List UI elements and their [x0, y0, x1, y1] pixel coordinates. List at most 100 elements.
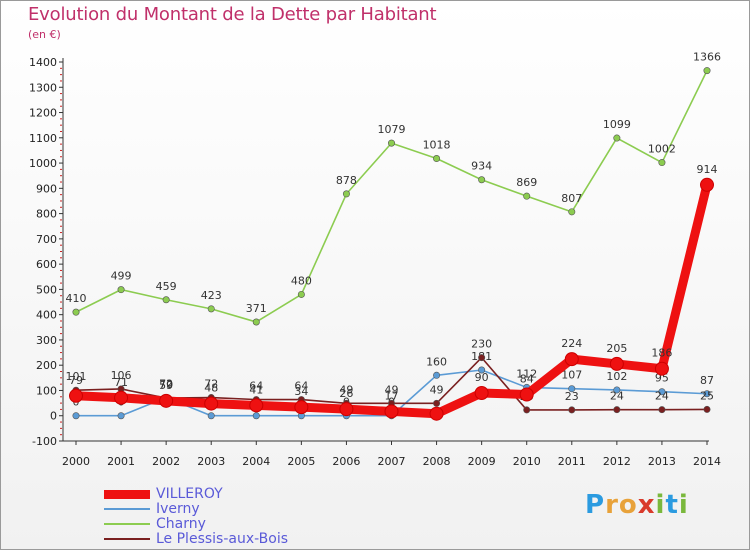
legend-label-charny: Charny [156, 516, 206, 532]
data-label: 41 [249, 383, 263, 396]
data-label: 24 [610, 390, 624, 403]
data-point [568, 406, 576, 414]
x-tick-label: 2010 [513, 455, 541, 468]
data-point [654, 361, 669, 376]
data-label: 72 [159, 378, 173, 391]
chart-subtitle: (en €) [28, 28, 61, 41]
data-point [613, 406, 621, 414]
data-label: 59 [159, 379, 173, 392]
data-point [294, 400, 309, 415]
legend-label-iverny: Iverny [156, 501, 200, 517]
data-point [117, 286, 125, 294]
data-point [523, 192, 531, 200]
logo-letter: i [655, 490, 666, 520]
data-label: 23 [565, 390, 579, 403]
data-point [523, 406, 531, 414]
data-point [478, 354, 486, 362]
y-tick-label: 200 [36, 359, 57, 372]
data-label: 64 [294, 380, 308, 393]
y-tick-label: 1000 [29, 157, 57, 170]
data-point [568, 385, 576, 393]
y-tick-label: 1400 [29, 56, 57, 69]
data-label: 371 [246, 302, 267, 315]
y-tick-label: 800 [36, 208, 57, 221]
x-tick-label: 2002 [152, 455, 180, 468]
data-label: 34 [294, 385, 308, 398]
data-point [474, 385, 489, 400]
data-point [72, 308, 80, 316]
data-label: 49 [339, 383, 353, 396]
y-tick-label: 300 [36, 334, 57, 347]
data-label: 84 [520, 373, 534, 386]
data-point [519, 387, 534, 402]
data-point [384, 404, 399, 419]
data-point [342, 190, 350, 198]
logo-letter: P [585, 490, 606, 520]
data-label: 49 [385, 383, 399, 396]
y-tick-label: 100 [36, 384, 57, 397]
data-label: 499 [111, 270, 132, 283]
data-label: 205 [606, 342, 627, 355]
data-point [703, 390, 711, 398]
data-point [162, 296, 170, 304]
logo-letter: o [618, 490, 638, 520]
data-label: 101 [66, 370, 87, 383]
data-point [568, 208, 576, 216]
data-label: 1002 [648, 143, 676, 156]
logo-letter: r [605, 490, 619, 520]
data-label: 64 [249, 380, 263, 393]
y-tick-label: 500 [36, 283, 57, 296]
data-point [117, 412, 125, 420]
data-label: 480 [291, 274, 312, 287]
data-point [609, 356, 624, 371]
data-label: 869 [516, 176, 537, 189]
data-point [339, 402, 354, 417]
x-tick-label: 2001 [107, 455, 135, 468]
x-tick-label: 2007 [378, 455, 406, 468]
legend-swatch-le-plessis-aux-bois [104, 538, 150, 540]
x-tick-label: 2008 [423, 455, 451, 468]
data-point [433, 371, 441, 379]
logo-letter: t [665, 490, 679, 520]
data-label: 87 [700, 374, 714, 387]
x-tick-label: 2006 [332, 455, 360, 468]
data-point [478, 176, 486, 184]
data-label: 224 [561, 337, 582, 350]
data-point [249, 398, 264, 413]
logo-letter: i [678, 490, 689, 520]
data-point [433, 399, 441, 407]
data-label: 1366 [693, 51, 721, 64]
data-point [114, 390, 129, 405]
data-point [564, 352, 579, 367]
data-label: 423 [201, 289, 222, 302]
data-point [658, 159, 666, 167]
data-label: 70 [159, 378, 173, 391]
x-tick-label: 2014 [693, 455, 721, 468]
data-point [703, 405, 711, 413]
data-point [613, 386, 621, 394]
y-tick-label: 700 [36, 233, 57, 246]
data-label: 934 [471, 160, 492, 173]
x-tick-label: 2004 [242, 455, 270, 468]
data-point [159, 393, 174, 408]
y-tick-label: 600 [36, 258, 57, 271]
chart-title: Evolution du Montant de la Dette par Hab… [28, 4, 437, 25]
data-point [703, 67, 711, 75]
legend-label-villeroy: VILLEROY [156, 486, 223, 502]
y-tick-label: 400 [36, 309, 57, 322]
data-label: 24 [655, 390, 669, 403]
data-point [429, 406, 444, 421]
data-label: 26 [339, 387, 353, 400]
data-point [207, 412, 215, 420]
data-point [658, 388, 666, 396]
data-label: 72 [204, 378, 218, 391]
data-point [387, 139, 395, 147]
data-label: 807 [561, 192, 582, 205]
x-tick-label: 2013 [648, 455, 676, 468]
data-point [658, 406, 666, 414]
x-tick-label: 2012 [603, 455, 631, 468]
logo-letter: x [637, 490, 656, 520]
legend-label-le-plessis-aux-bois: Le Plessis-aux-Bois [156, 531, 289, 547]
data-point [433, 155, 441, 163]
